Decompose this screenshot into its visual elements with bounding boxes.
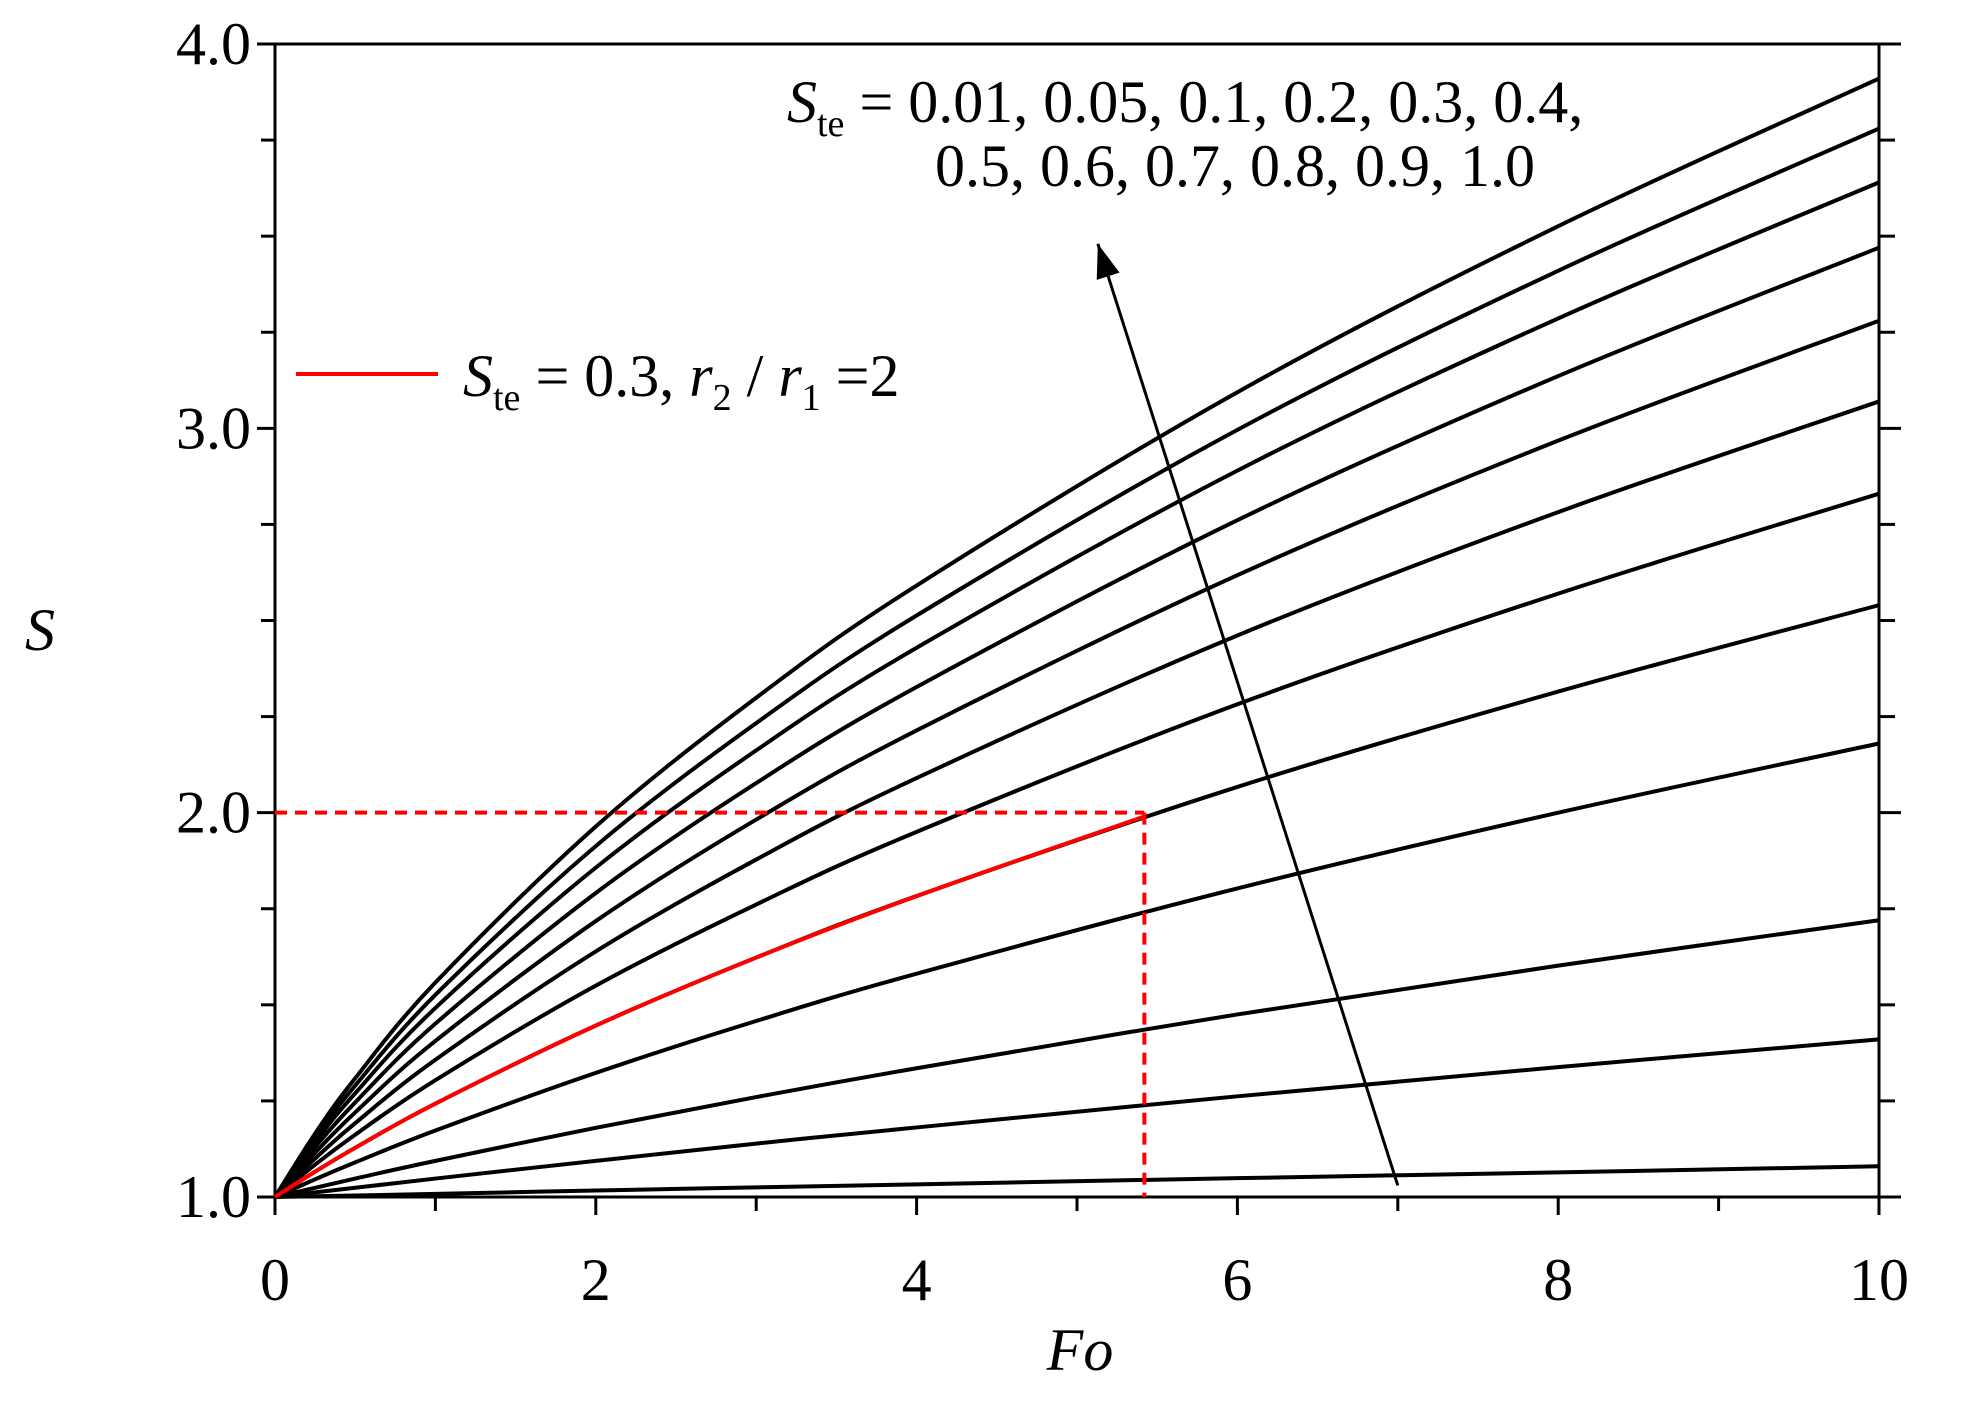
x-tick-label: 6 <box>1222 1247 1252 1313</box>
x-tick-label: 8 <box>1543 1247 1573 1313</box>
curve <box>274 1164 1880 1199</box>
arrow-shaft <box>1096 243 1400 1186</box>
x-tick-label: 0 <box>260 1247 290 1313</box>
annotation-text-part: 0.5, 0.6, 0.7, 0.8, 0.9, 1.0 <box>935 133 1535 199</box>
x-tick-label: 2 <box>581 1247 611 1313</box>
curve <box>273 126 1880 1199</box>
legend-label-part: te <box>493 377 520 419</box>
x-tick-label: 4 <box>902 1247 932 1313</box>
legend-label-part: 1 <box>802 377 821 419</box>
x-axis-label: Fo <box>1046 1317 1114 1383</box>
curve <box>274 741 1880 1199</box>
legend-label-part: r <box>778 343 802 409</box>
curve <box>273 318 1880 1199</box>
plot-frame <box>273 42 1881 1199</box>
curve <box>273 76 1880 1199</box>
arrow-head <box>1096 243 1120 280</box>
y-tick-label: 1.0 <box>176 1164 251 1230</box>
x-tick-label: 10 <box>1849 1247 1909 1313</box>
annotation-text: Ste = 0.01, 0.05, 0.1, 0.2, 0.3, 0.4, <box>787 69 1583 145</box>
annotation-text-part: te <box>817 103 844 145</box>
curve <box>273 491 1880 1199</box>
curve <box>274 918 1880 1199</box>
legend-label-part: 2 <box>713 377 732 419</box>
y-tick-label: 4.0 <box>176 11 251 77</box>
curve <box>274 1037 1880 1199</box>
curve <box>273 245 1880 1199</box>
legend-label-part: r <box>689 343 713 409</box>
y-axis-label: S <box>25 597 55 663</box>
y-tick-label: 3.0 <box>176 395 251 461</box>
y-tick-label: 2.0 <box>176 780 251 846</box>
legend-label-part: = 0.3, <box>520 343 689 409</box>
annotation-text: 0.5, 0.6, 0.7, 0.8, 0.9, 1.0 <box>935 133 1535 199</box>
legend-label-part: S <box>463 343 493 409</box>
curve <box>273 180 1880 1199</box>
annotation-text-part: = 0.01, 0.05, 0.1, 0.2, 0.3, 0.4, <box>844 69 1583 135</box>
legend-label-part: =2 <box>821 343 900 409</box>
curve <box>273 399 1880 1199</box>
annotation-text-part: S <box>787 69 817 135</box>
legend-label: Ste = 0.3, r2 / r1 =2 <box>463 343 900 419</box>
legend-label-part: / <box>732 343 779 409</box>
highlight-curve <box>273 814 1146 1199</box>
